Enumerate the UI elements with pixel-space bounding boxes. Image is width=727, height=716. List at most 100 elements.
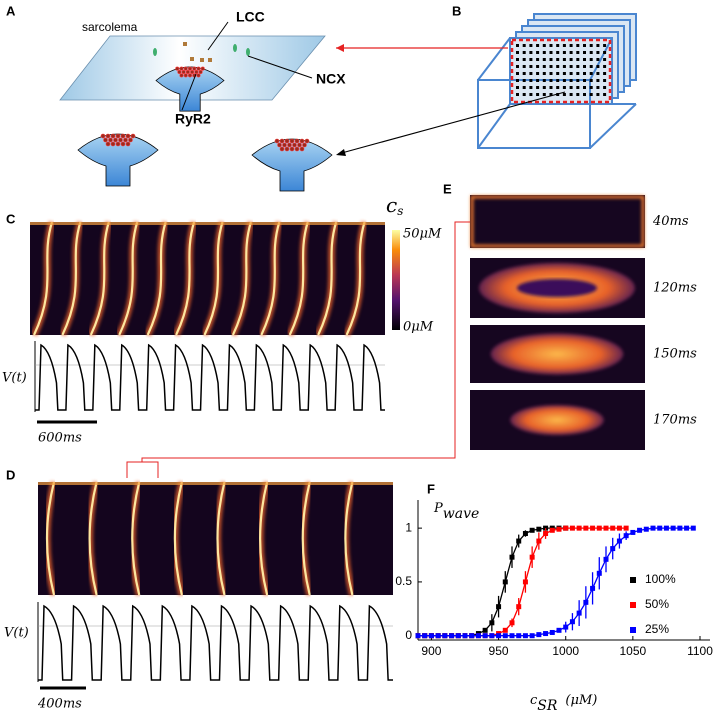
snapshot-time: 120ms xyxy=(653,281,697,296)
marker xyxy=(637,527,643,533)
legend-label: 25% xyxy=(645,622,669,636)
cell xyxy=(562,58,566,61)
arrow xyxy=(207,21,229,51)
legend-swatch xyxy=(630,577,636,583)
ryr-cluster xyxy=(292,142,297,148)
snapshot-ring xyxy=(470,195,645,248)
marker xyxy=(583,599,589,605)
cell xyxy=(589,51,593,54)
snapshot-core xyxy=(517,279,597,297)
marker xyxy=(590,525,596,531)
marker xyxy=(543,631,549,637)
ryr-cluster xyxy=(299,146,305,152)
marker xyxy=(569,525,575,531)
ryr-cluster xyxy=(279,138,285,144)
ryr-cluster xyxy=(123,137,128,143)
ryr-cluster xyxy=(299,138,305,144)
cell xyxy=(569,86,573,89)
cell xyxy=(603,72,607,75)
marker xyxy=(509,620,515,626)
label-sub: wave xyxy=(443,506,480,522)
legend-swatch xyxy=(630,627,636,633)
cell xyxy=(542,72,546,75)
marker xyxy=(475,633,481,639)
wave-core xyxy=(259,481,269,596)
cell xyxy=(596,86,600,89)
cell xyxy=(562,86,566,89)
marker xyxy=(509,633,515,639)
wave-core xyxy=(45,481,56,596)
wave-core xyxy=(317,221,338,336)
ryr-cluster xyxy=(125,133,131,139)
cell xyxy=(516,93,519,96)
cell xyxy=(576,93,580,96)
label-main: P xyxy=(433,501,443,516)
cell xyxy=(562,65,566,68)
cell xyxy=(536,79,540,82)
panel-label: B xyxy=(452,3,461,18)
marker xyxy=(522,579,528,585)
marker xyxy=(449,633,455,639)
edges xyxy=(477,37,637,149)
heatmap-top xyxy=(38,482,393,485)
ryr-cluster xyxy=(115,141,121,147)
cell xyxy=(529,79,533,82)
trace-label: V(t) xyxy=(4,626,29,641)
cell xyxy=(556,44,560,47)
ryr-cluster xyxy=(289,138,295,144)
ryr-cluster xyxy=(302,142,307,148)
marker xyxy=(549,629,555,635)
cell xyxy=(542,58,546,61)
cell xyxy=(583,93,586,96)
ryr-cluster xyxy=(196,73,201,78)
marker xyxy=(415,633,421,639)
marker xyxy=(596,525,602,531)
cell xyxy=(576,86,580,89)
arrow xyxy=(247,55,313,79)
cell xyxy=(516,58,519,61)
marker xyxy=(435,633,441,639)
marker xyxy=(516,604,522,610)
cell xyxy=(516,51,519,54)
snapshot-time: 40ms xyxy=(652,214,689,229)
cell xyxy=(556,72,560,75)
wave-core xyxy=(260,221,281,336)
marker xyxy=(657,525,663,531)
var: c xyxy=(386,193,397,217)
cell xyxy=(603,65,607,68)
marker xyxy=(529,633,535,639)
snapshots: 40ms 120ms 150ms 170ms xyxy=(470,195,697,450)
cell xyxy=(583,51,586,54)
marker xyxy=(576,525,582,531)
arrowhead xyxy=(336,149,346,156)
marker xyxy=(569,619,575,625)
cell xyxy=(536,65,540,68)
cell xyxy=(529,51,533,54)
ryr-cluster xyxy=(304,138,310,144)
ryr-cluster xyxy=(100,133,106,139)
ryr-cluster xyxy=(279,146,285,152)
marker xyxy=(603,525,609,531)
ryr-cluster xyxy=(125,141,131,147)
legend-label: 100% xyxy=(645,572,676,586)
arrow xyxy=(337,91,566,155)
marker xyxy=(428,633,434,639)
dyad xyxy=(77,133,159,187)
cell xyxy=(576,58,580,61)
voltage-trace xyxy=(34,341,385,412)
snapshot-blob xyxy=(490,333,624,375)
cell xyxy=(549,51,553,54)
cell xyxy=(516,79,519,82)
wave-core xyxy=(344,481,354,596)
plane-label: sarcolema xyxy=(82,20,138,34)
ryr-cluster xyxy=(105,133,111,139)
cell xyxy=(529,65,533,68)
marker xyxy=(556,526,562,532)
ryr-cluster xyxy=(287,142,292,148)
ryr-cluster xyxy=(198,70,203,75)
ryr-cluster xyxy=(194,70,199,75)
cell xyxy=(536,44,540,47)
wave-core xyxy=(175,221,196,336)
marker xyxy=(536,538,542,544)
marker xyxy=(536,526,542,532)
